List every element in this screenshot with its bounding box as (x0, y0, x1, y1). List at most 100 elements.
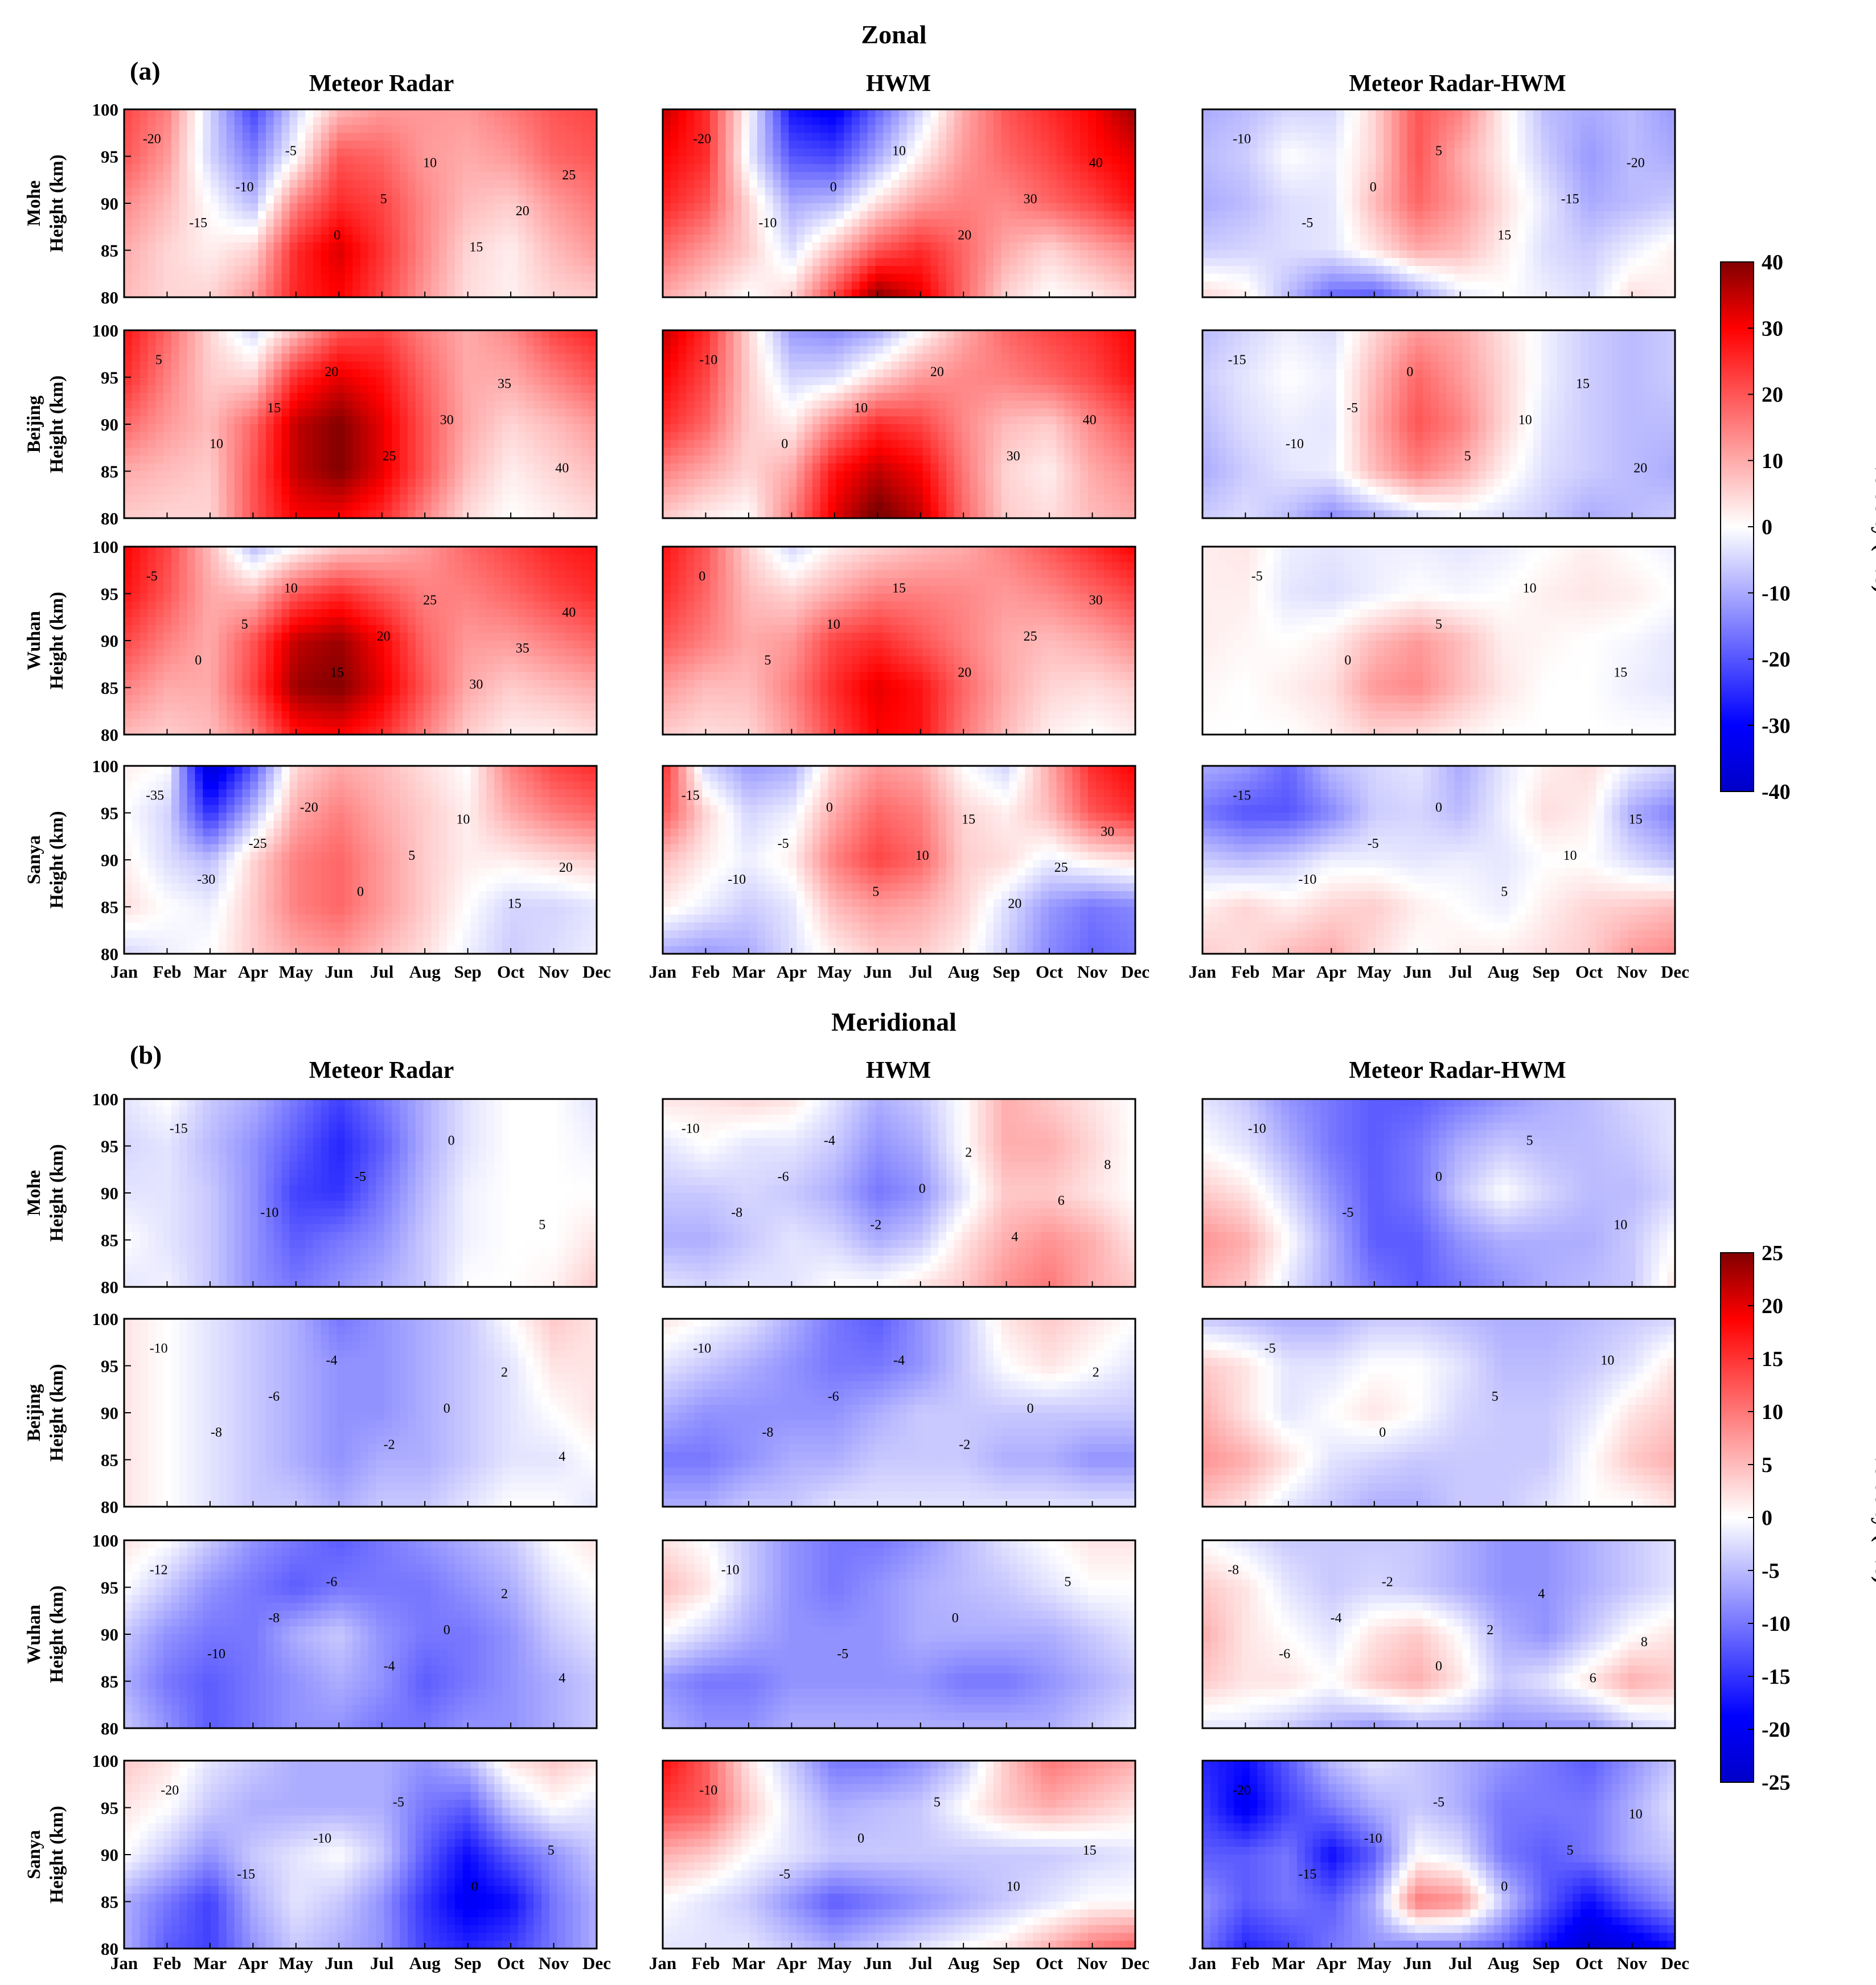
heatmap-cell (686, 133, 695, 141)
heatmap-cell (1242, 117, 1250, 126)
heatmap-cell (533, 141, 542, 149)
heatmap-cell (376, 109, 385, 118)
heatmap-cell (702, 211, 711, 220)
heatmap-cell (1320, 133, 1329, 141)
heatmap-cell (313, 179, 322, 188)
heatmap-cell (360, 338, 369, 347)
heatmap-cell (541, 377, 550, 386)
heatmap-cell (1533, 242, 1542, 251)
heatmap-cell (1119, 273, 1128, 282)
heatmap-cell (1041, 141, 1049, 149)
heatmap-cell (526, 354, 535, 362)
heatmap-cell (678, 195, 687, 204)
heatmap-cell (1320, 281, 1329, 290)
heatmap-cell (439, 195, 448, 204)
heatmap-cell (725, 266, 734, 274)
heatmap-cell (725, 289, 734, 297)
heatmap-cell (1088, 156, 1097, 165)
heatmap-cell (384, 289, 393, 297)
heatmap-cell (187, 125, 196, 134)
heatmap-cell (250, 369, 258, 378)
heatmap-cell (1001, 156, 1010, 165)
heatmap-cell (408, 141, 416, 149)
heatmap-cell (447, 289, 455, 297)
heatmap-cell (1462, 117, 1471, 126)
heatmap-cell (1439, 133, 1447, 141)
heatmap-cell (1072, 289, 1081, 297)
heatmap-cell (242, 377, 251, 386)
heatmap-cell (211, 266, 219, 274)
heatmap-cell (1541, 156, 1550, 165)
heatmap-cell (242, 203, 251, 212)
heatmap-cell (1344, 125, 1353, 134)
heatmap-cell (549, 195, 558, 204)
heatmap-cell (1478, 250, 1487, 259)
heatmap-cell (859, 235, 868, 243)
heatmap-cell (494, 227, 503, 235)
contour-label: -10 (758, 216, 777, 231)
heatmap-cell (1635, 235, 1644, 243)
heatmap-cell (1604, 258, 1613, 266)
heatmap-cell (899, 125, 908, 134)
heatmap-cell (1612, 172, 1620, 181)
heatmap-cell (1056, 179, 1065, 188)
heatmap-cell (1009, 133, 1018, 141)
heatmap-cell (1064, 211, 1073, 220)
heatmap-cell (155, 164, 164, 173)
heatmap-cell (1265, 258, 1274, 266)
heatmap-cell (804, 250, 813, 259)
heatmap-cell (954, 235, 963, 243)
heatmap-cell (360, 354, 369, 362)
heatmap-cell (686, 281, 695, 290)
heatmap-cell (439, 156, 448, 165)
heatmap-cell (663, 109, 671, 118)
heatmap-cell (203, 117, 211, 126)
heatmap-cell (1017, 187, 1026, 196)
heatmap-cell (462, 141, 471, 149)
heatmap-cell (1588, 289, 1597, 297)
heatmap-cell (486, 109, 495, 118)
heatmap-cell (1289, 203, 1298, 212)
heatmap-cell (1080, 219, 1089, 228)
heatmap-cell (1210, 273, 1219, 282)
heatmap-cell (1001, 250, 1010, 259)
heatmap-cell (384, 227, 393, 235)
heatmap-cell (922, 133, 931, 141)
heatmap-cell (1111, 179, 1120, 188)
heatmap-cell (859, 281, 868, 290)
heatmap-cell (733, 242, 742, 251)
heatmap-cell (478, 203, 487, 212)
heatmap-cell (678, 133, 687, 141)
heatmap-cell (1509, 156, 1518, 165)
heatmap-cell (1289, 266, 1298, 274)
heatmap-cell (423, 354, 432, 362)
heatmap-cell (321, 195, 330, 204)
heatmap-cell (1509, 141, 1518, 149)
heatmap-cell (1360, 148, 1369, 157)
heatmap-cell (360, 362, 369, 370)
heatmap-cell (1119, 227, 1128, 235)
heatmap-cell (431, 346, 440, 355)
heatmap-cell (155, 179, 164, 188)
heatmap-cell (557, 133, 566, 141)
heatmap-cell (305, 250, 314, 259)
heatmap-cell (1273, 148, 1282, 157)
heatmap-cell (234, 346, 243, 355)
heatmap-cell (336, 141, 346, 149)
heatmap-cell (1064, 227, 1073, 235)
heatmap-cell (163, 133, 172, 141)
heatmap-cell (344, 281, 353, 290)
heatmap-cell (447, 369, 455, 378)
heatmap-cell (179, 179, 188, 188)
heatmap-cell (557, 338, 566, 347)
heatmap-cell (1033, 235, 1041, 243)
heatmap-cell (581, 187, 589, 196)
heatmap-cell (1643, 156, 1652, 165)
heatmap-cell (1604, 273, 1613, 282)
heatmap-cell (891, 179, 900, 188)
heatmap-cell (1304, 172, 1313, 181)
heatmap-cell (533, 385, 542, 393)
heatmap-cell (1202, 211, 1211, 220)
heatmap-cell (1218, 258, 1227, 266)
heatmap-cell (702, 258, 711, 266)
